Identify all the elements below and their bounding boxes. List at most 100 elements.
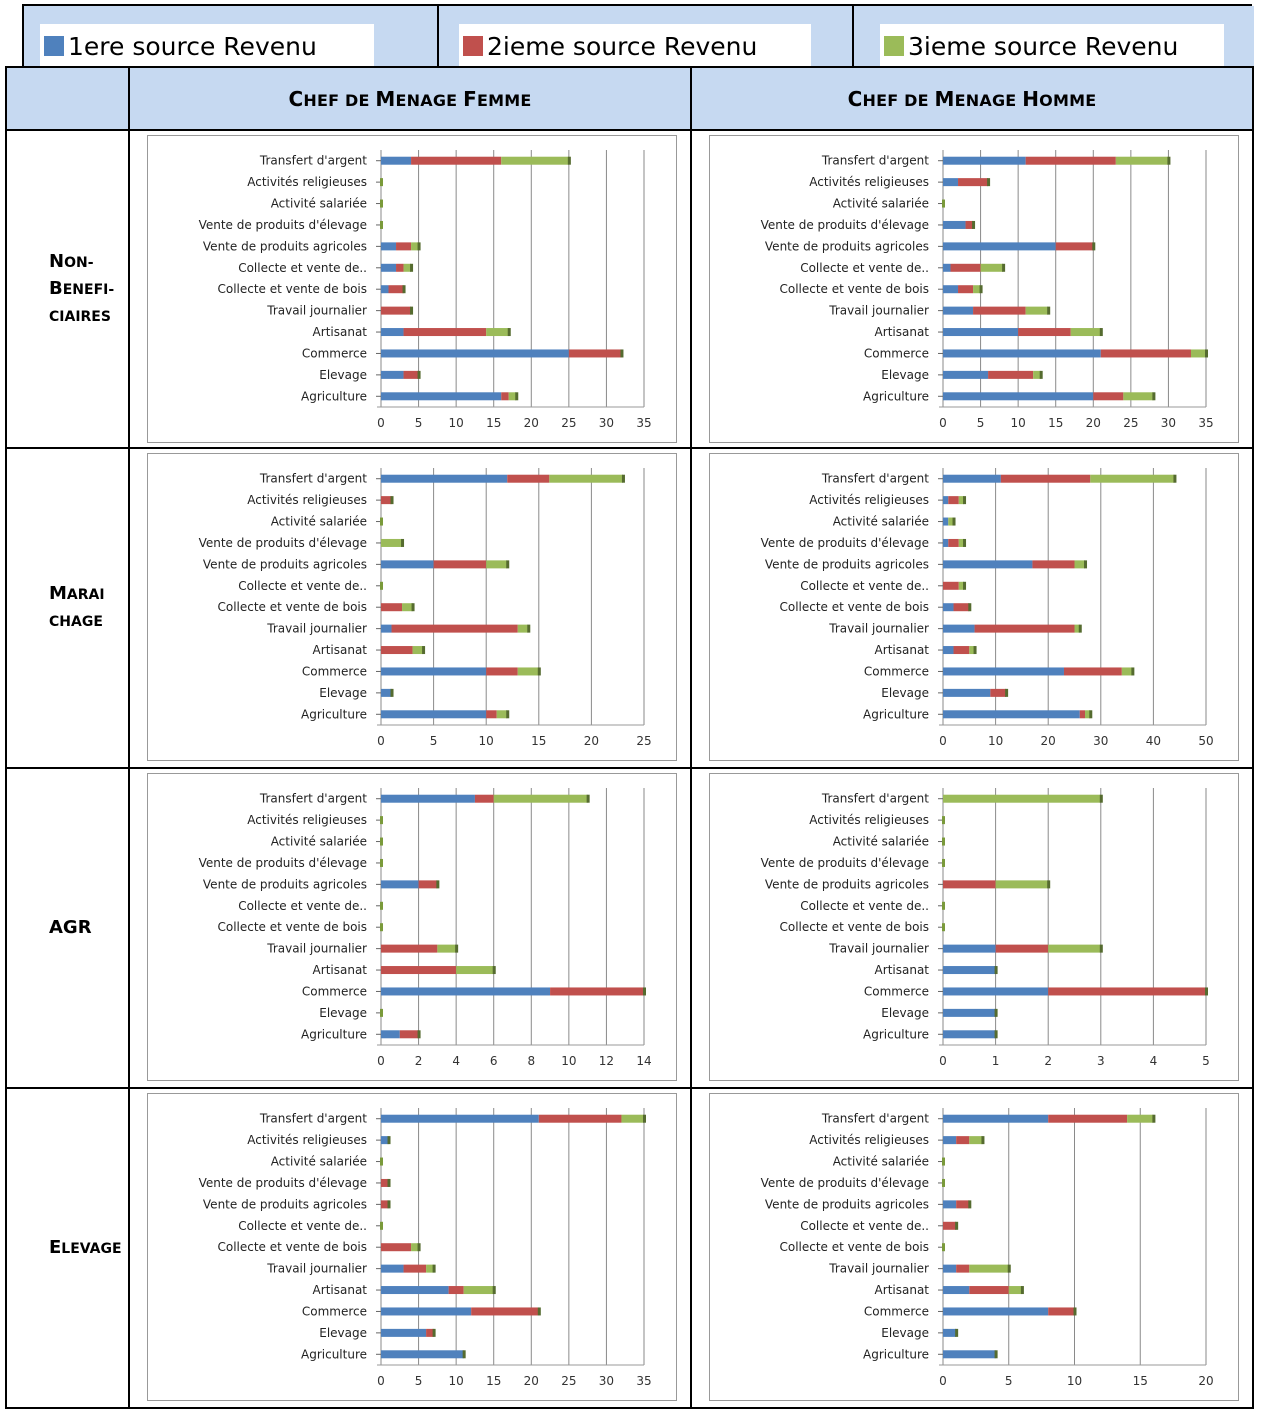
chart-cell: 0 10 20 30 40 50 Transfert d'argent Activités r… — [690, 447, 1254, 769]
bar-end-cap — [942, 1178, 945, 1187]
bar-end-cap — [537, 1307, 541, 1316]
bar-end-cap — [1002, 263, 1006, 272]
category-label: Vente de produits agricoles — [765, 557, 929, 571]
x-tick-label: 6 — [490, 1054, 498, 1068]
chart-cell: 0 2 4 6 8 10 12 14 Transfert d'argent Activités r… — [128, 767, 692, 1089]
category-label: Activité salariée — [271, 1155, 367, 1169]
category-label: Vente de produits agricoles — [203, 877, 367, 891]
bar-segment — [943, 517, 949, 526]
bar-end-cap — [387, 1136, 391, 1145]
row-label-agr: AGR — [5, 767, 130, 1089]
category-label: Artisanat — [875, 963, 930, 977]
bar-end-cap — [942, 837, 945, 846]
bar-segment — [958, 285, 974, 294]
category-label: Transfert d'argent — [821, 154, 929, 168]
bar-segment — [943, 285, 959, 294]
category-label: Travail journalier — [266, 1262, 367, 1276]
bar-segment — [1033, 370, 1041, 379]
category-label: Travail journalier — [828, 304, 929, 318]
category-label: Agriculture — [301, 1347, 367, 1361]
bar-segment — [958, 178, 989, 187]
bar-segment — [943, 944, 996, 953]
bar-end-cap — [380, 837, 383, 846]
x-tick-label: 1 — [992, 1054, 1000, 1068]
bar-end-cap — [1039, 370, 1043, 379]
x-tick-label: 5 — [1202, 1054, 1210, 1068]
bar-segment — [943, 646, 954, 655]
bar-segment — [1121, 667, 1133, 676]
category-label: Vente de produits agricoles — [765, 239, 929, 253]
bar-end-cap — [567, 156, 571, 165]
hdr-femme-part: F — [463, 86, 477, 111]
category-label: Activités religieuses — [809, 1133, 929, 1147]
bar-segment — [381, 1200, 389, 1209]
category-label: Transfert d'argent — [259, 792, 367, 806]
bar-segment — [995, 880, 1049, 889]
row-label-part: B — [49, 277, 63, 299]
bar-segment — [943, 560, 1033, 569]
chart-svg: 0 5 10 15 20 Transfert d'argent Activités reli… — [761, 1108, 1214, 1388]
bar-segment — [568, 349, 622, 358]
bar-segment — [391, 624, 518, 633]
bar-end-cap — [1078, 624, 1082, 633]
bar-end-cap — [1152, 392, 1156, 401]
bar-segment — [958, 581, 965, 590]
bar-end-cap — [417, 1030, 421, 1039]
bar-segment — [381, 285, 389, 294]
bar-end-cap — [417, 370, 421, 379]
bar-segment — [411, 242, 419, 251]
bar-segment — [943, 1350, 996, 1359]
bar-segment — [1123, 392, 1154, 401]
bar-segment — [381, 1136, 389, 1145]
category-label: Artisanat — [313, 643, 368, 657]
bar-segment — [381, 987, 551, 996]
bar-end-cap — [1205, 987, 1208, 996]
bar-end-cap — [515, 392, 519, 401]
bar-end-cap — [620, 349, 624, 358]
bar-segment — [1048, 1307, 1075, 1316]
category-label: Agriculture — [863, 1347, 929, 1361]
bar-end-cap — [380, 1008, 383, 1017]
category-label: Elevage — [881, 368, 929, 382]
bar-segment — [486, 667, 518, 676]
bar-end-cap — [410, 306, 414, 315]
bar-segment — [381, 603, 403, 612]
chart-svg: 0 2 4 6 8 10 12 14 Transfert d'argent Activités r… — [199, 788, 652, 1068]
category-label: Vente de produits agricoles — [203, 557, 367, 571]
hdr-homme-part: OMME — [1039, 90, 1097, 110]
bar-segment — [396, 263, 404, 272]
category-label: Artisanat — [875, 325, 930, 339]
category-label: Collecte et vente de bois — [779, 600, 929, 614]
bar-segment — [381, 242, 397, 251]
x-tick-label: 0 — [939, 416, 947, 430]
bar-segment — [943, 156, 1026, 165]
category-label: Activités religieuses — [247, 493, 367, 507]
category-label: Transfert d'argent — [259, 154, 367, 168]
bar-end-cap — [621, 474, 625, 483]
bar-segment — [943, 306, 974, 315]
x-tick-label: 3 — [1097, 1054, 1105, 1068]
bar-segment — [517, 624, 529, 633]
bar-segment — [381, 1114, 539, 1123]
bar-segment — [381, 944, 438, 953]
bar-segment — [508, 392, 517, 401]
category-label: Agriculture — [301, 707, 367, 721]
bar-end-cap — [492, 966, 496, 975]
bar-segment — [943, 263, 951, 272]
bar-end-cap — [643, 1114, 646, 1123]
category-label: Travail journalier — [266, 304, 367, 318]
category-label: Artisanat — [313, 963, 368, 977]
bar-segment — [381, 1030, 400, 1039]
x-tick-label: 35 — [1198, 416, 1213, 430]
bar-segment — [517, 667, 539, 676]
bar-end-cap — [380, 816, 383, 825]
x-tick-label: 20 — [524, 1374, 539, 1388]
bar-segment — [381, 1307, 472, 1316]
bar-segment — [381, 794, 475, 803]
legend-cell-2: 2ieme source Revenu — [439, 6, 854, 68]
bar-segment — [381, 496, 392, 505]
bar-segment — [381, 156, 412, 165]
row-label-part: E — [49, 1236, 62, 1258]
bar-segment — [381, 370, 404, 379]
bar-segment — [943, 688, 991, 697]
